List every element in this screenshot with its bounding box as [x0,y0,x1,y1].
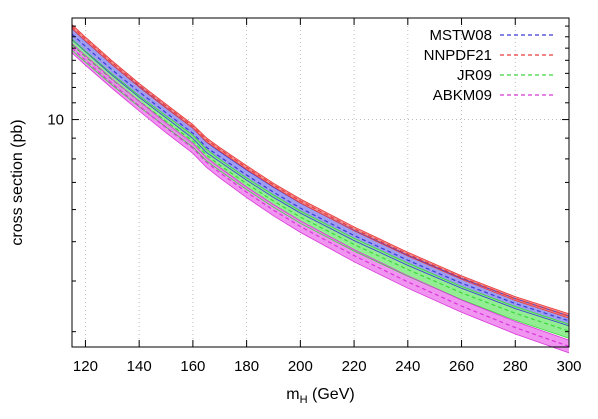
series-line-mstw08 [71,33,570,322]
x-tick-label: 200 [288,358,313,375]
x-tick-label: 260 [449,358,474,375]
series-lines [71,24,570,354]
band-edge-abkm09 [71,43,570,341]
x-tick-label: 240 [395,358,420,375]
x-axis-label-units: (GeV) [308,386,355,403]
x-tick-label: 160 [180,358,205,375]
x-tick-label: 180 [234,358,259,375]
legend: MSTW08 NNPDF21 JR09 ABKM09 [424,27,553,104]
legend-label-abkm09: ABKM09 [433,87,492,104]
band-edge-mstw08 [71,39,570,327]
x-axis-label: mH (GeV) [286,386,354,406]
x-tick-label: 300 [556,358,581,375]
uncertainty-bands [72,24,569,353]
x-axis-label-main: m [286,386,299,403]
x-tick-label: 280 [503,358,528,375]
series-line-abkm09 [71,47,570,347]
band-edge-nnpdf21 [71,24,570,315]
band-edge-jr09 [71,38,570,325]
y-axis-label: cross section (pb) [9,119,26,245]
series-line-nnpdf21 [71,26,570,317]
band-jr09 [72,39,569,339]
y-tick-label: 10 [47,112,64,129]
x-tick-label: 220 [342,358,367,375]
x-tick-label: 140 [127,358,152,375]
band-edge-abkm09 [71,52,570,354]
axis-ticks [72,18,570,347]
x-axis-label-subscript: H [300,394,308,406]
band-edge-nnpdf21 [71,28,570,319]
tick-labels: 120 140 160 180 200 220 240 260 280 300 10 [47,112,581,375]
legend-label-mstw08: MSTW08 [429,27,492,44]
legend-label-jr09: JR09 [457,67,492,84]
x-tick-label: 120 [73,358,98,375]
legend-label-nnpdf21: NNPDF21 [424,47,492,64]
